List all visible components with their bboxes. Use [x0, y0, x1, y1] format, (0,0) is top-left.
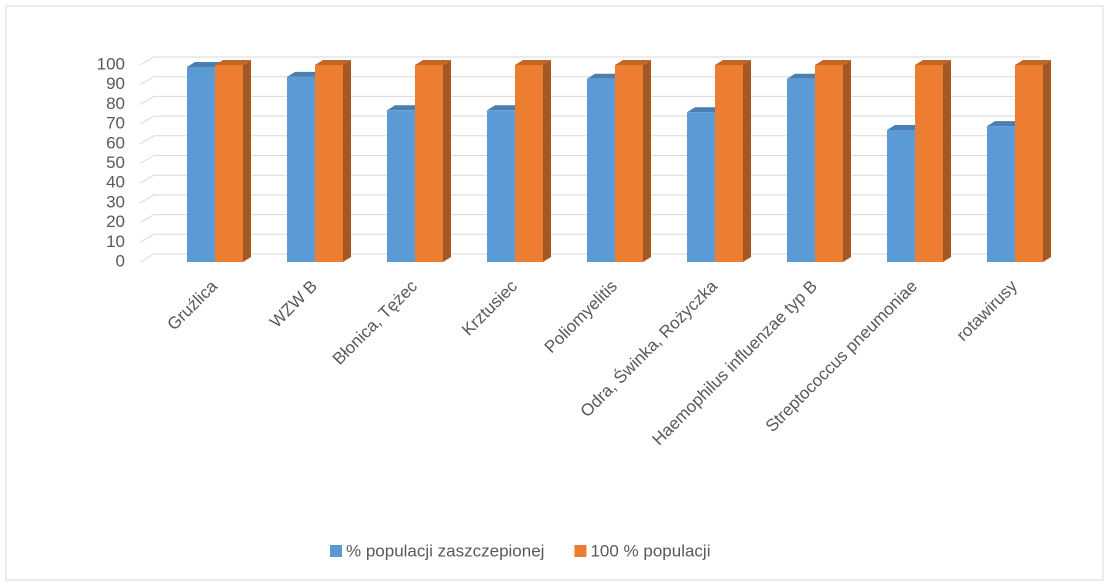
bar-top [887, 125, 923, 131]
bar-side [743, 60, 751, 262]
bar-top [987, 121, 1023, 127]
bar-side [343, 60, 351, 262]
y-tick-label: 50 [106, 153, 125, 172]
bar-top [915, 60, 951, 65]
y-tick-label: 30 [106, 192, 125, 211]
bar-side [543, 60, 551, 262]
bar-top [687, 107, 723, 113]
legend-label: % populacji zaszczepionej [346, 541, 544, 560]
bar-top [715, 60, 751, 65]
bar-top [187, 61, 223, 67]
bar [687, 112, 715, 262]
bar [1015, 65, 1043, 262]
bar-top [1015, 60, 1051, 65]
bar-top [287, 71, 323, 77]
bar-top [815, 60, 851, 65]
y-tick-label: 20 [106, 212, 125, 231]
y-tick-label: 90 [106, 74, 125, 93]
bar-top [487, 105, 523, 111]
bar [187, 66, 215, 262]
bar-top [315, 60, 351, 65]
bar-side [843, 60, 851, 262]
bar-top [215, 60, 251, 65]
bar [787, 78, 815, 262]
bar [987, 126, 1015, 262]
bar [887, 130, 915, 262]
bar-top [387, 105, 423, 111]
legend-swatch [574, 545, 587, 557]
bar [387, 110, 415, 262]
bar-top [615, 60, 651, 65]
bar-top [415, 60, 451, 65]
grid-line [139, 56, 1040, 66]
bar-side [943, 60, 951, 262]
bar [915, 65, 943, 262]
bar [315, 65, 343, 262]
y-tick-label: 10 [106, 232, 125, 251]
bar-side [643, 60, 651, 262]
bar-side [443, 60, 451, 262]
bar [515, 65, 543, 262]
bar [487, 110, 515, 262]
bar-top [587, 73, 623, 79]
bar [415, 65, 443, 262]
legend-swatch [330, 545, 342, 557]
bar [615, 65, 643, 262]
y-tick-label: 80 [106, 94, 125, 113]
bar-side [243, 60, 251, 262]
bar [287, 76, 315, 262]
bar [587, 78, 615, 262]
y-tick-label: 40 [106, 173, 125, 192]
y-tick-label: 0 [116, 251, 125, 270]
bar [815, 65, 843, 262]
bar-side [1043, 60, 1051, 262]
bar [215, 65, 243, 262]
bar [715, 65, 743, 262]
y-tick-label: 60 [106, 133, 125, 152]
y-tick-label: 70 [106, 114, 125, 133]
y-tick-label: 100 [97, 54, 125, 73]
bar-top [515, 60, 551, 65]
legend-label: 100 % populacji [590, 541, 710, 560]
bar-top [787, 73, 823, 79]
